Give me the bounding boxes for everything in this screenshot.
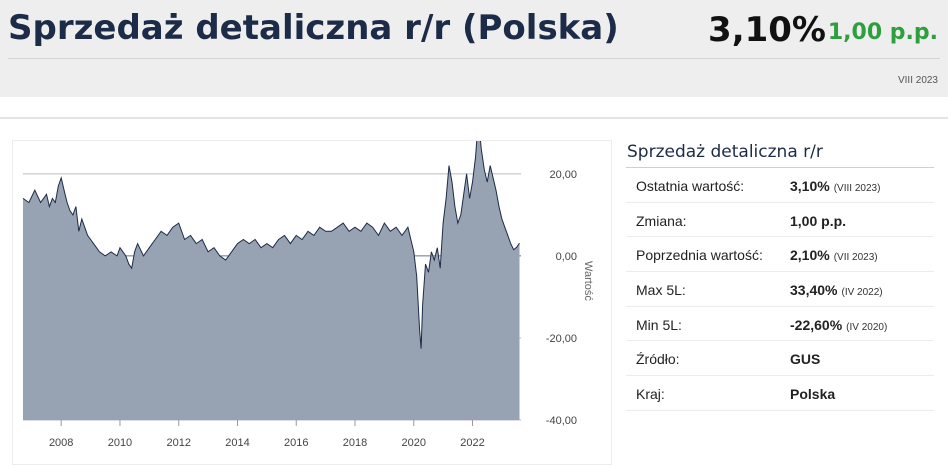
summary-value: 1,00 p.p. xyxy=(790,213,846,229)
summary-value-text: Polska xyxy=(790,386,836,403)
y-tick-label: 0,00 xyxy=(556,251,577,263)
summary-panel: Sprzedaż detaliczna r/r Ostatnia wartość… xyxy=(626,140,934,411)
summary-value: 3,10% (VIII 2023) xyxy=(790,178,880,194)
summary-value-date: (VII 2023) xyxy=(833,252,878,264)
summary-value-text: GUS xyxy=(790,351,821,368)
value-date: VIII 2023 xyxy=(897,75,938,86)
x-tick-label: 2018 xyxy=(343,437,367,449)
panel-title: Sprzedaż detaliczna r/r xyxy=(626,140,934,168)
summary-value-text: -22,60% xyxy=(790,316,843,333)
summary-label: Kraj: xyxy=(636,386,665,403)
x-tick-label: 2016 xyxy=(284,437,308,449)
x-tick-label: 2022 xyxy=(460,437,484,449)
summary-row: Max 5L: 33,40% (IV 2022) xyxy=(626,272,934,307)
y-tick-label: 20,00 xyxy=(549,169,577,181)
summary-row: Poprzednia wartość: 2,10% (VII 2023) xyxy=(626,237,934,273)
summary-value-text: 3,10% xyxy=(790,178,830,194)
y-axis-labels: -40,00 -20,00 0,00 20,00 xyxy=(546,169,577,427)
summary-label: Poprzednia wartość: xyxy=(636,247,763,264)
summary-row: Kraj: Polska xyxy=(626,376,934,411)
chart-line xyxy=(22,141,520,349)
summary-label: Zmiana: xyxy=(636,212,687,229)
y-axis-title: Wartość xyxy=(582,261,594,301)
y-tick-label: -40,00 xyxy=(546,415,577,427)
summary-label: Ostatnia wartość: xyxy=(636,178,745,194)
summary-value: 33,40% (IV 2022) xyxy=(790,282,883,298)
x-tick-label: 2020 xyxy=(402,437,426,449)
summary-label: Min 5L: xyxy=(636,316,682,333)
summary-value-date: (IV 2022) xyxy=(841,287,883,299)
summary-value: GUS xyxy=(790,351,820,367)
summary-value: Polska xyxy=(790,386,835,402)
chart: -40,00 -20,00 0,00 20,00 2008 2010 2012 2014 20… xyxy=(12,140,612,465)
y-tick-label: -20,00 xyxy=(546,333,577,345)
summary-value: 2,10% (VII 2023) xyxy=(790,247,878,263)
x-tick-label: 2012 xyxy=(166,437,190,449)
summary-value-date: (IV 2020) xyxy=(846,321,888,333)
summary-row: Zmiana: 1,00 p.p. xyxy=(626,203,934,238)
change-value: 1,00 p.p. xyxy=(827,20,938,45)
header: Sprzedaż detaliczna r/r (Polska) 3,10% 1… xyxy=(0,0,948,97)
summary-row: Ostatnia wartość: 3,10% (VIII 2023) xyxy=(626,168,934,203)
x-tick-label: 2008 xyxy=(49,437,73,449)
page-title: Sprzedaż detaliczna r/r (Polska) xyxy=(8,8,619,48)
summary-value-text: 33,40% xyxy=(790,282,838,299)
summary-label: Źródło: xyxy=(636,351,680,368)
summary-value-date: (VIII 2023) xyxy=(833,183,881,194)
summary-row: Min 5L: -22,60% (IV 2020) xyxy=(626,307,934,342)
summary-table: Ostatnia wartość: 3,10% (VIII 2023) Zmiana:… xyxy=(626,168,934,411)
header-divider xyxy=(8,58,940,59)
summary-value-text: 1,00 p.p. xyxy=(790,212,847,229)
chart-area xyxy=(23,141,520,420)
summary-value: -22,60% (IV 2020) xyxy=(790,317,887,333)
x-tick-label: 2014 xyxy=(225,437,249,449)
current-value: 3,10% xyxy=(708,10,826,50)
x-tick-label: 2010 xyxy=(108,437,132,449)
summary-row: Źródło: GUS xyxy=(626,341,934,377)
x-axis-labels: 2008 2010 2012 2014 2016 2018 2020 2022 xyxy=(49,420,485,449)
summary-label: Max 5L: xyxy=(636,282,686,299)
summary-value-text: 2,10% xyxy=(790,247,830,264)
